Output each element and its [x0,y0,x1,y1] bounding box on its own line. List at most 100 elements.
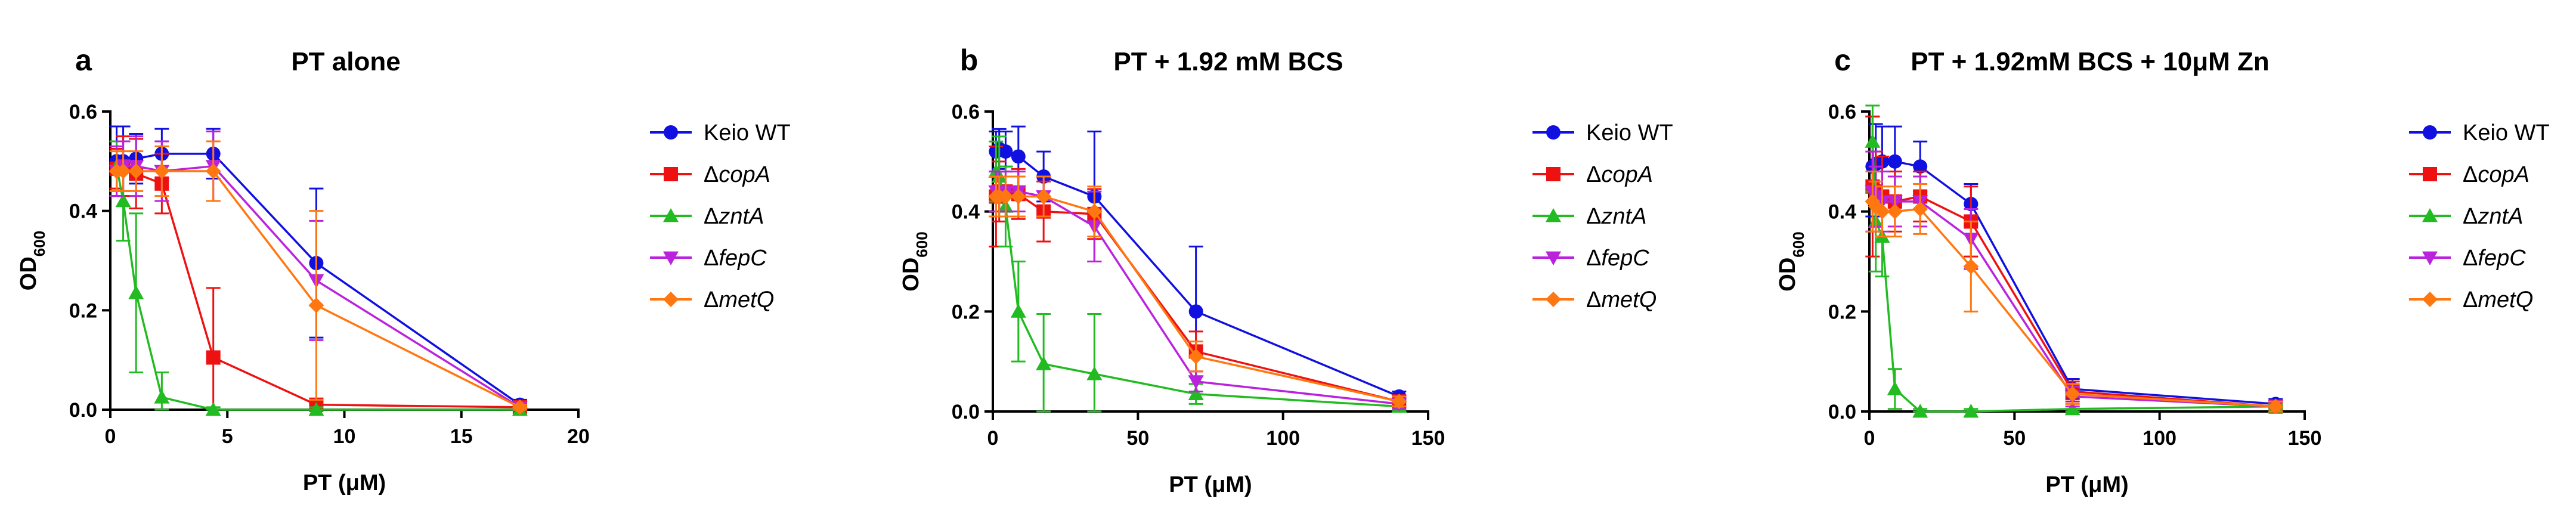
legend-label: ΔmetQ [704,287,774,312]
series-line [115,166,520,411]
legend-marker [2423,167,2437,181]
series-0 [1865,115,2283,411]
data-point [998,144,1013,159]
x-tick-label: 50 [1126,427,1149,450]
y-tick-label: 0.4 [952,201,980,224]
series-3 [988,171,1407,412]
x-tick-label: 0 [987,427,999,450]
y-tick-label: 0.6 [1828,101,1856,123]
data-point [1887,154,1902,169]
series-1 [1865,115,2283,414]
legend-marker [663,292,679,307]
legend-marker [1546,167,1561,181]
x-tick-label: 10 [333,425,356,448]
y-tick-label: 0.6 [69,101,97,123]
series-line [1872,160,2276,406]
legend: Keio WT ΔcopA ΔzntA ΔfepC ΔmetQ [650,120,791,312]
legend-marker [1546,208,1561,222]
legend-label: ΔfepC [2463,246,2526,271]
series-line [116,165,521,409]
data-point [1188,375,1204,389]
data-point [1086,203,1103,219]
legend-label: ΔfepC [704,246,767,271]
x-axis-title: PT (μM) [1169,472,1252,497]
data-point [154,389,170,404]
x-tick-label: 50 [2003,427,2026,450]
series-line [1871,141,2276,413]
data-point [115,163,131,179]
series-4 [1865,171,2284,414]
y-tick-label: 0.2 [952,301,980,323]
data-point [1874,203,1890,219]
y-axis-title: OD600 [16,231,48,290]
panel-c: c PT + 1.92mM BCS + 10μM Zn 0.0 0.2 0.4 0.6 0 5… [1775,44,2550,497]
data-point [115,193,131,208]
legend-label: ΔmetQ [2463,287,2533,312]
x-tick-label: 150 [2288,427,2322,450]
series-line [1871,200,2276,408]
panel-letter: c [1834,44,1851,77]
data-point [128,285,144,299]
data-point [1887,203,1903,219]
y-tick-label: 0.6 [952,101,980,123]
legend-marker [664,125,678,140]
legend-marker [664,167,678,181]
legend-label: ΔcopA [1586,162,1653,187]
series-4 [109,140,528,415]
data-point [128,163,144,179]
legend-marker [1546,125,1561,140]
legend: Keio WT ΔcopA ΔzntA ΔfepC ΔmetQ [1532,120,1673,312]
data-point [1913,159,1928,174]
data-point [1912,201,1928,217]
y-tick-label: 0.4 [69,200,97,223]
legend-marker [1546,292,1561,307]
legend-marker [1546,251,1561,265]
legend-label: Keio WT [2463,120,2550,146]
legend-marker [2423,125,2437,140]
x-tick-label: 150 [1411,427,1445,450]
y-axis-title: OD600 [1775,231,1807,291]
data-point [154,163,170,179]
y-tick-label: 0.0 [952,401,980,423]
data-point [1865,134,1881,148]
legend-label: ΔcopA [2463,162,2529,187]
panel-a: a PT alone 0.0 0.2 0.4 0.6 0 5 10 15 20 PT (μM) OD60… [16,44,791,496]
legend-label: ΔcopA [704,162,770,187]
x-axis-title: PT (μM) [2045,472,2128,497]
data-point [998,188,1014,205]
data-point [205,163,221,179]
series-1 [989,146,1407,409]
legend-label: ΔzntA [1586,204,1646,229]
data-point [2268,398,2284,414]
x-tick-label: 0 [105,425,116,448]
panel-title: PT + 1.92mM BCS + 10μM Zn [1911,47,2270,76]
y-tick-label: 0.4 [1828,201,1856,224]
series-4 [988,175,1407,410]
x-axis-title: PT (μM) [303,471,386,496]
y-tick-label: 0.0 [1828,401,1856,423]
data-point [1036,188,1052,205]
data-point [1188,304,1203,319]
legend-label: ΔzntA [2463,204,2523,229]
legend-label: ΔmetQ [1586,287,1657,312]
panel-letter: a [75,44,92,77]
series-line [995,190,1400,403]
x-tick-label: 15 [450,425,473,448]
data-point [1963,404,1979,418]
legend-marker [663,208,679,222]
data-point [1963,258,1979,274]
y-tick-label: 0.2 [69,299,97,322]
legend-label: ΔfepC [1586,246,1649,271]
x-tick-label: 100 [1266,427,1300,450]
series-3 [1865,150,2284,414]
data-point [1391,394,1407,410]
x-tick-label: 5 [222,425,233,448]
panel-b: b PT + 1.92 mM BCS 0.0 0.2 0.4 0.6 0 50 100 150 PT… [899,44,1673,497]
series-3 [109,130,528,415]
legend-label: Keio WT [1586,120,1673,146]
x-tick-label: 100 [2142,427,2176,450]
series-2 [1865,104,2284,418]
data-point [1010,188,1026,205]
data-point [1188,348,1204,364]
data-point [308,298,324,313]
